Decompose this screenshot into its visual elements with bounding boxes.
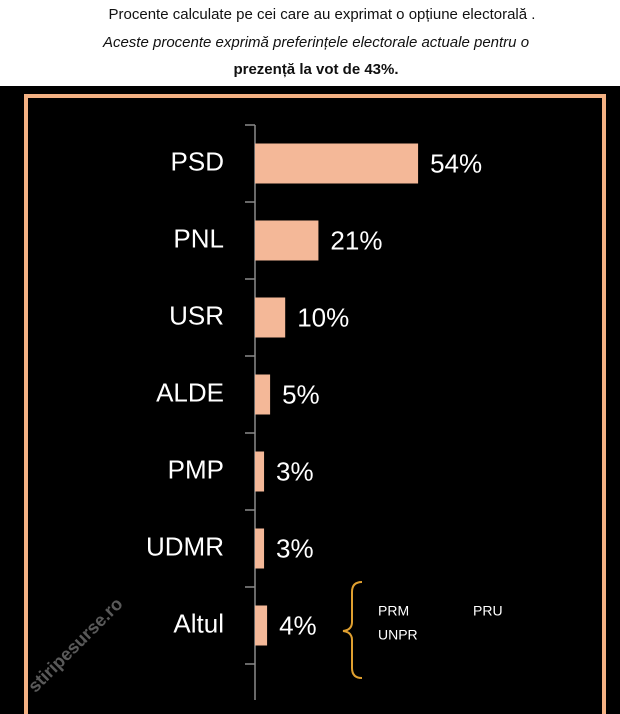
bar bbox=[255, 374, 271, 415]
annotation: UNPR bbox=[378, 627, 418, 643]
bar bbox=[255, 297, 286, 338]
value-label: 3% bbox=[276, 533, 314, 563]
value-label: 10% bbox=[297, 302, 349, 332]
category-label: PSD bbox=[171, 146, 224, 176]
category-label: PNL bbox=[173, 223, 224, 253]
value-label: 3% bbox=[276, 456, 314, 486]
annotation: PRU bbox=[473, 603, 503, 619]
value-label: 4% bbox=[279, 610, 317, 640]
chart-subtitle: Aceste procente exprimă preferințele ele… bbox=[102, 34, 529, 51]
annotation: PRM bbox=[378, 603, 409, 619]
category-label: ALDE bbox=[156, 377, 224, 407]
category-label: PMP bbox=[168, 454, 224, 484]
frame bbox=[24, 94, 606, 714]
chart-background bbox=[0, 86, 620, 714]
category-label: UDMR bbox=[146, 531, 224, 561]
bar bbox=[255, 451, 265, 492]
category-label: Altul bbox=[173, 608, 224, 638]
bar bbox=[255, 143, 419, 184]
bar bbox=[255, 528, 265, 569]
value-label: 5% bbox=[282, 379, 320, 409]
value-label: 54% bbox=[430, 148, 482, 178]
bar bbox=[255, 220, 319, 261]
chart-title: Procente calculate pe cei care au exprim… bbox=[109, 6, 536, 23]
annotation-bracket bbox=[342, 581, 363, 679]
category-label: USR bbox=[169, 300, 224, 330]
value-label: 21% bbox=[330, 225, 382, 255]
bar bbox=[255, 605, 268, 646]
chart-note: prezență la vot de 43%. bbox=[233, 61, 398, 78]
